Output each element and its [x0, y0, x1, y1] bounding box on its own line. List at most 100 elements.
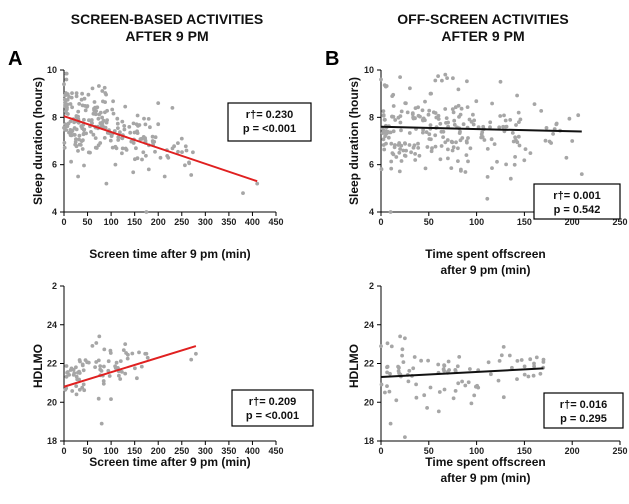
data-point [460, 136, 465, 140]
data-point [124, 148, 129, 152]
x-tick-label: 200 [565, 446, 580, 456]
data-point [385, 384, 389, 388]
data-point [409, 150, 413, 155]
data-point [80, 91, 84, 96]
data-point [512, 162, 517, 167]
data-point [422, 393, 427, 398]
data-point [76, 114, 80, 119]
data-point [428, 91, 433, 96]
data-point [411, 115, 415, 120]
data-point [150, 134, 155, 139]
data-point [413, 158, 418, 162]
data-point [110, 145, 115, 150]
data-point [176, 141, 180, 146]
data-point [450, 140, 455, 145]
data-point [522, 372, 527, 377]
data-point [400, 353, 404, 358]
data-point [434, 115, 439, 120]
data-point [76, 174, 80, 179]
data-point [82, 388, 87, 393]
data-point [139, 137, 144, 141]
data-point [393, 118, 398, 122]
x-tick-label: 400 [245, 217, 260, 227]
data-point [414, 395, 419, 400]
x-axis-label: Screen time after 9 pm (min) [89, 455, 250, 469]
data-point [191, 150, 195, 155]
data-point [109, 134, 114, 139]
x-tick-label: 250 [612, 217, 627, 227]
x-tick-label: 350 [221, 446, 236, 456]
x-tick-label: 300 [198, 217, 213, 227]
data-point [94, 146, 99, 150]
x-axis-label: Screen time after 9 pm (min) [89, 247, 250, 261]
data-point [74, 144, 79, 149]
stats-r: r†= 0.016 [560, 399, 607, 411]
y-tick-label: 8 [369, 112, 374, 122]
y-axis-label: Sleep duration (hours) [347, 77, 361, 205]
x-axis-label: Time spent offscreen [425, 247, 545, 261]
x-axis-label: Time spent offscreen [425, 455, 545, 469]
data-point [391, 92, 396, 97]
data-point [102, 136, 107, 140]
data-point [74, 392, 79, 397]
data-point [443, 72, 448, 77]
data-point [437, 390, 442, 394]
data-point [442, 363, 446, 368]
data-point [427, 137, 432, 141]
data-point [482, 138, 487, 142]
data-point [459, 106, 464, 111]
x-tick-label: 150 [517, 446, 532, 456]
data-point [125, 356, 130, 361]
data-point [389, 344, 394, 349]
data-point [441, 129, 446, 134]
data-point [104, 120, 109, 125]
data-point [445, 138, 450, 142]
data-point [79, 97, 84, 102]
data-point [384, 84, 389, 88]
data-point [71, 373, 76, 377]
data-point [180, 150, 184, 155]
data-point [103, 100, 107, 104]
data-point [551, 132, 555, 136]
data-point [391, 114, 396, 119]
data-point [427, 132, 432, 137]
data-point [451, 76, 455, 81]
data-point [83, 108, 88, 113]
data-point [62, 125, 66, 130]
regression-line [63, 115, 258, 183]
data-point [461, 122, 466, 127]
chart-sleep-offscreen: 0 50 100 150 200 250 4 6 8 10 r†= 0.001 p = 0.542 Sl… [347, 65, 628, 277]
data-point [134, 146, 138, 151]
data-point [416, 146, 421, 150]
data-point [382, 117, 387, 122]
data-point [492, 142, 497, 147]
data-point [122, 127, 127, 132]
data-point [103, 125, 108, 130]
data-point [64, 364, 69, 368]
data-point [100, 89, 105, 93]
data-point [518, 117, 523, 122]
data-point [162, 174, 167, 179]
data-point [113, 162, 118, 167]
data-point [120, 146, 125, 151]
panel-letter-b: B [325, 48, 340, 70]
data-point [405, 110, 410, 115]
data-point [410, 112, 415, 117]
data-point [379, 77, 383, 82]
data-point [67, 130, 71, 135]
data-point [144, 153, 148, 158]
data-point [510, 365, 514, 370]
data-point [472, 118, 477, 123]
data-point [398, 147, 402, 151]
data-point [65, 92, 70, 97]
data-point [453, 389, 458, 393]
data-point [120, 119, 125, 124]
data-point [514, 123, 518, 127]
data-point [64, 374, 69, 379]
x-tick-label: 250 [174, 446, 189, 456]
data-point [450, 148, 455, 153]
data-point [93, 365, 97, 369]
data-point [133, 157, 137, 162]
x-tick-label: 200 [151, 217, 166, 227]
y-axis-label: HDLMO [31, 344, 45, 388]
